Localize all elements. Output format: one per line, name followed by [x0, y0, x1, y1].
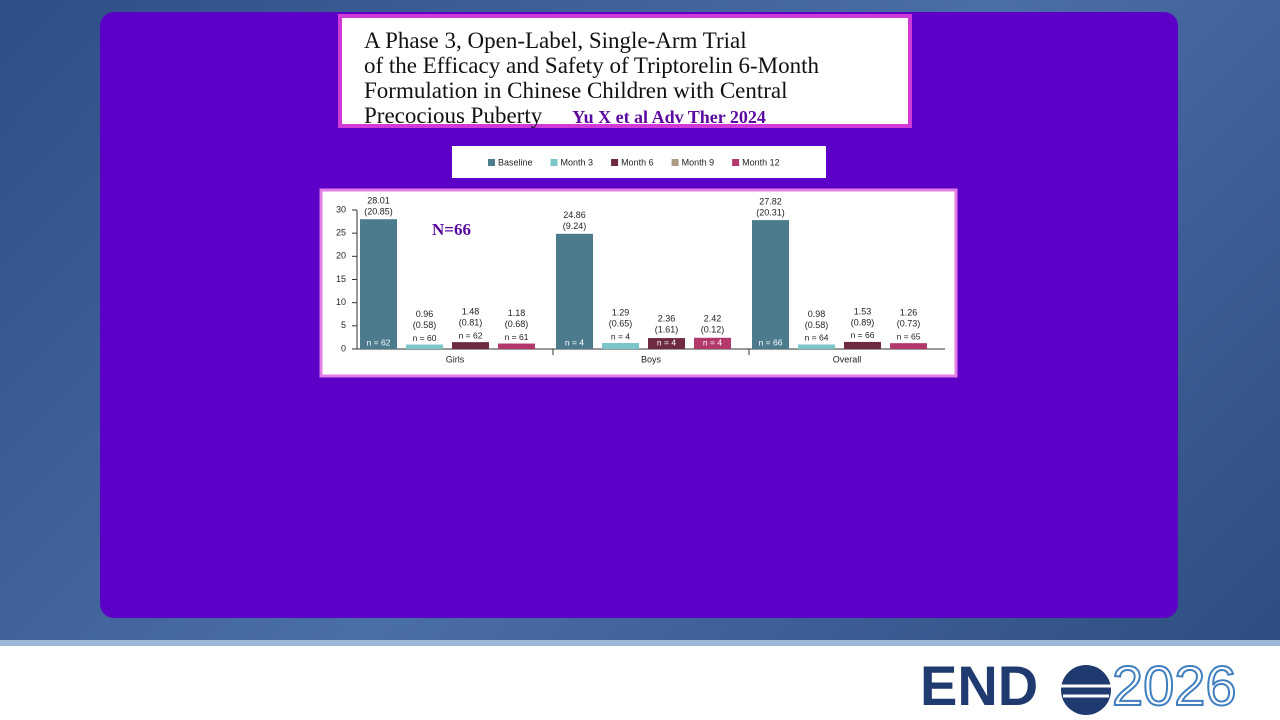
bar: [360, 219, 397, 349]
sd-label: (0.89): [851, 317, 875, 327]
sd-label: (0.65): [609, 318, 633, 328]
footer: END 2026: [0, 640, 1280, 720]
bar: [890, 343, 927, 349]
value-label: 28.01: [367, 196, 390, 206]
legend-label: Baseline: [498, 157, 533, 167]
value-label: 1.48: [462, 307, 480, 317]
title-text: Precocious Puberty: [364, 103, 543, 128]
title-line: of the Efficacy and Safety of Triptoreli…: [364, 53, 820, 78]
logo-globe-lines: [1061, 684, 1111, 698]
legend-label: Month 3: [561, 157, 594, 167]
y-tick-label: 25: [336, 228, 346, 238]
sd-label: (20.85): [364, 207, 393, 217]
bar: [844, 341, 881, 349]
y-tick-label: 5: [341, 320, 346, 330]
title-line: A Phase 3, Open-Label, Single-Arm Trial: [364, 28, 747, 53]
value-label: 1.26: [900, 308, 918, 318]
sd-label: (9.24): [563, 221, 587, 231]
bar: [602, 343, 639, 349]
legend-swatch: [671, 159, 679, 166]
value-label: 0.98: [808, 309, 826, 319]
value-label: 27.82: [759, 196, 782, 206]
x-tick-label: Girls: [446, 354, 465, 364]
value-label: 2.36: [658, 313, 676, 323]
logo-year: 2026: [1112, 654, 1237, 717]
bar: [406, 344, 443, 349]
y-tick-label: 30: [336, 204, 346, 214]
x-tick-label: Overall: [833, 354, 862, 364]
value-label: 1.29: [612, 307, 630, 317]
y-tick-label: 15: [336, 274, 346, 284]
bar: [798, 344, 835, 349]
bar: [648, 338, 685, 349]
n-label: n = 64: [805, 333, 829, 343]
n-label: n = 4: [611, 331, 630, 341]
title-box: A Phase 3, Open-Label, Single-Arm Trial …: [338, 14, 912, 128]
bar: [752, 220, 789, 349]
chart: N=66 0 5 10 15 20 25 30 Baseline Month 3 Month 6 M…: [319, 146, 958, 378]
title-line: Precocious Puberty Yu X et al Adv Ther 20…: [364, 103, 908, 130]
sd-label: (0.81): [459, 318, 483, 328]
n-label: n = 62: [367, 337, 391, 347]
logo-globe: [1061, 665, 1111, 715]
legend-swatch: [550, 159, 558, 166]
citation: Yu X et al Adv Ther 2024: [572, 107, 766, 127]
n-label: n = 61: [505, 332, 529, 342]
sd-label: (1.61): [655, 324, 679, 334]
y-tick-label: 10: [336, 297, 346, 307]
y-tick-label: 0: [341, 343, 346, 353]
legend-swatch: [488, 159, 495, 166]
legend-swatch: [732, 159, 740, 166]
legend-label: Month 6: [621, 157, 654, 167]
n-label: n = 62: [459, 330, 483, 340]
legend-label: Month 9: [682, 157, 715, 167]
n-label: n = 4: [565, 337, 584, 347]
n-label: n = 60: [413, 333, 437, 343]
annotation: N=66: [432, 220, 471, 239]
x-tick-label: Boys: [641, 354, 662, 364]
n-label: n = 66: [759, 337, 783, 347]
value-label: 1.18: [508, 308, 526, 318]
value-label: 0.96: [416, 309, 434, 319]
sd-label: (0.12): [701, 324, 725, 334]
n-label: n = 65: [897, 331, 921, 341]
logo-brand: END: [920, 654, 1038, 717]
n-label: n = 4: [703, 337, 722, 347]
n-label: n = 66: [851, 330, 875, 340]
title-line: Formulation in Chinese Children with Cen…: [364, 78, 788, 103]
y-tick-label: 20: [336, 251, 346, 261]
value-label: 24.86: [563, 210, 586, 220]
value-label: 1.53: [854, 306, 872, 316]
legend-swatch: [611, 159, 619, 166]
logo: END 2026: [920, 653, 1238, 718]
sd-label: (0.73): [897, 319, 921, 329]
legend-label: Month 12: [742, 157, 780, 167]
bar: [452, 342, 489, 349]
n-label: n = 4: [657, 337, 676, 347]
bar: [694, 337, 731, 349]
sd-label: (0.68): [505, 319, 529, 329]
sd-label: (20.31): [756, 207, 785, 217]
bar: [498, 343, 535, 349]
sd-label: (0.58): [805, 320, 829, 330]
bar: [556, 233, 593, 349]
value-label: 2.42: [704, 313, 722, 323]
legend-box: [452, 146, 826, 178]
sd-label: (0.58): [413, 320, 437, 330]
